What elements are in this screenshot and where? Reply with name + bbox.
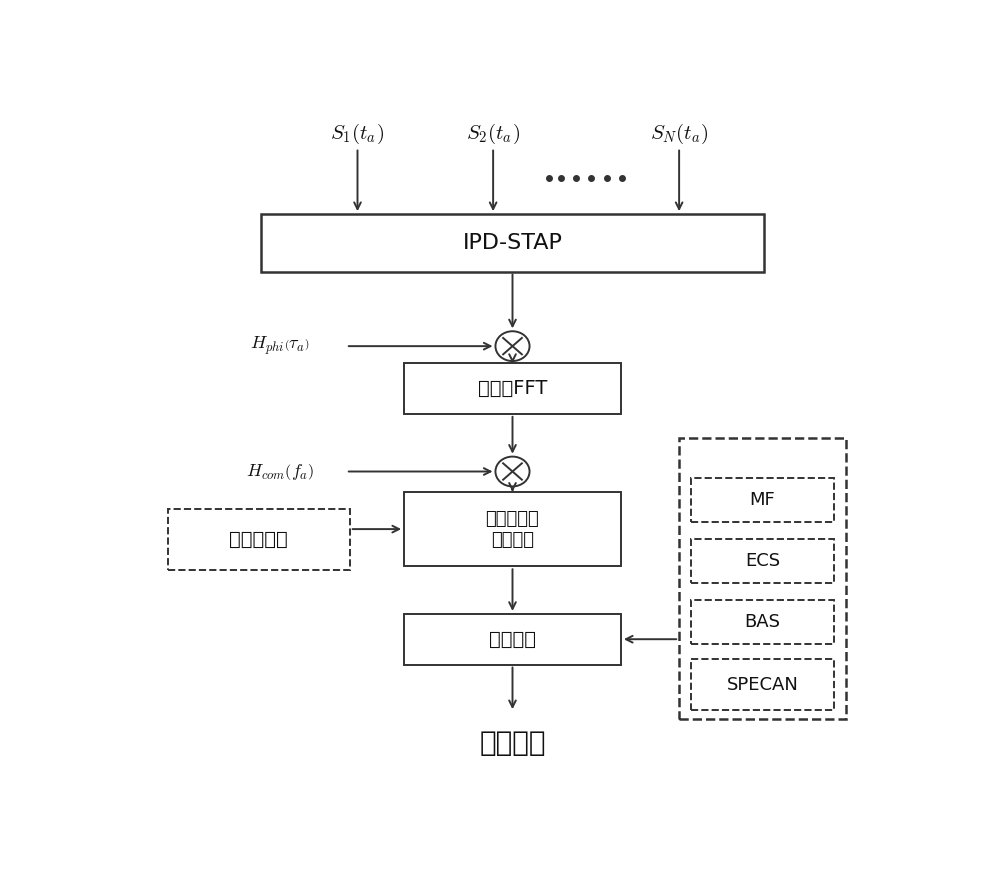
Bar [168, 509, 350, 569]
Circle shape [495, 457, 530, 487]
Bar [404, 614, 621, 664]
Text: ECS: ECS [745, 553, 780, 570]
Bar [691, 539, 834, 583]
Text: 方位向FFT: 方位向FFT [478, 379, 547, 398]
Bar [261, 214, 764, 272]
Bar [691, 479, 834, 523]
Bar [679, 437, 846, 719]
Bar [691, 659, 834, 710]
Text: 距离补偿及
徙动校正: 距离补偿及 徙动校正 [486, 510, 539, 548]
Text: $H_{com}\left(f_a\right)$: $H_{com}\left(f_a\right)$ [246, 461, 314, 481]
Text: $S_N(t_a)$: $S_N(t_a)$ [650, 122, 708, 146]
Text: $S_2(t_a)$: $S_2(t_a)$ [466, 122, 520, 146]
Text: IPD-STAP: IPD-STAP [463, 233, 562, 253]
Text: $H_{phi}\left(\tau_a\right)$: $H_{phi}\left(\tau_a\right)$ [250, 335, 310, 357]
Text: $S_1(t_a)$: $S_1(t_a)$ [330, 122, 385, 146]
Text: $\bullet\bullet\bullet\bullet\bullet\bullet$: $\bullet\bullet\bullet\bullet\bullet\bul… [544, 168, 628, 186]
Text: 聚焦成像: 聚焦成像 [479, 729, 546, 757]
Bar [404, 492, 621, 567]
Text: MF: MF [750, 491, 775, 510]
Bar [404, 363, 621, 414]
Circle shape [495, 331, 530, 361]
Text: 方位补偿: 方位补偿 [489, 630, 536, 649]
Text: 多普勒算法: 多普勒算法 [229, 530, 288, 549]
Bar [691, 600, 834, 644]
Text: SPECAN: SPECAN [726, 676, 798, 693]
Text: BAS: BAS [744, 613, 780, 631]
